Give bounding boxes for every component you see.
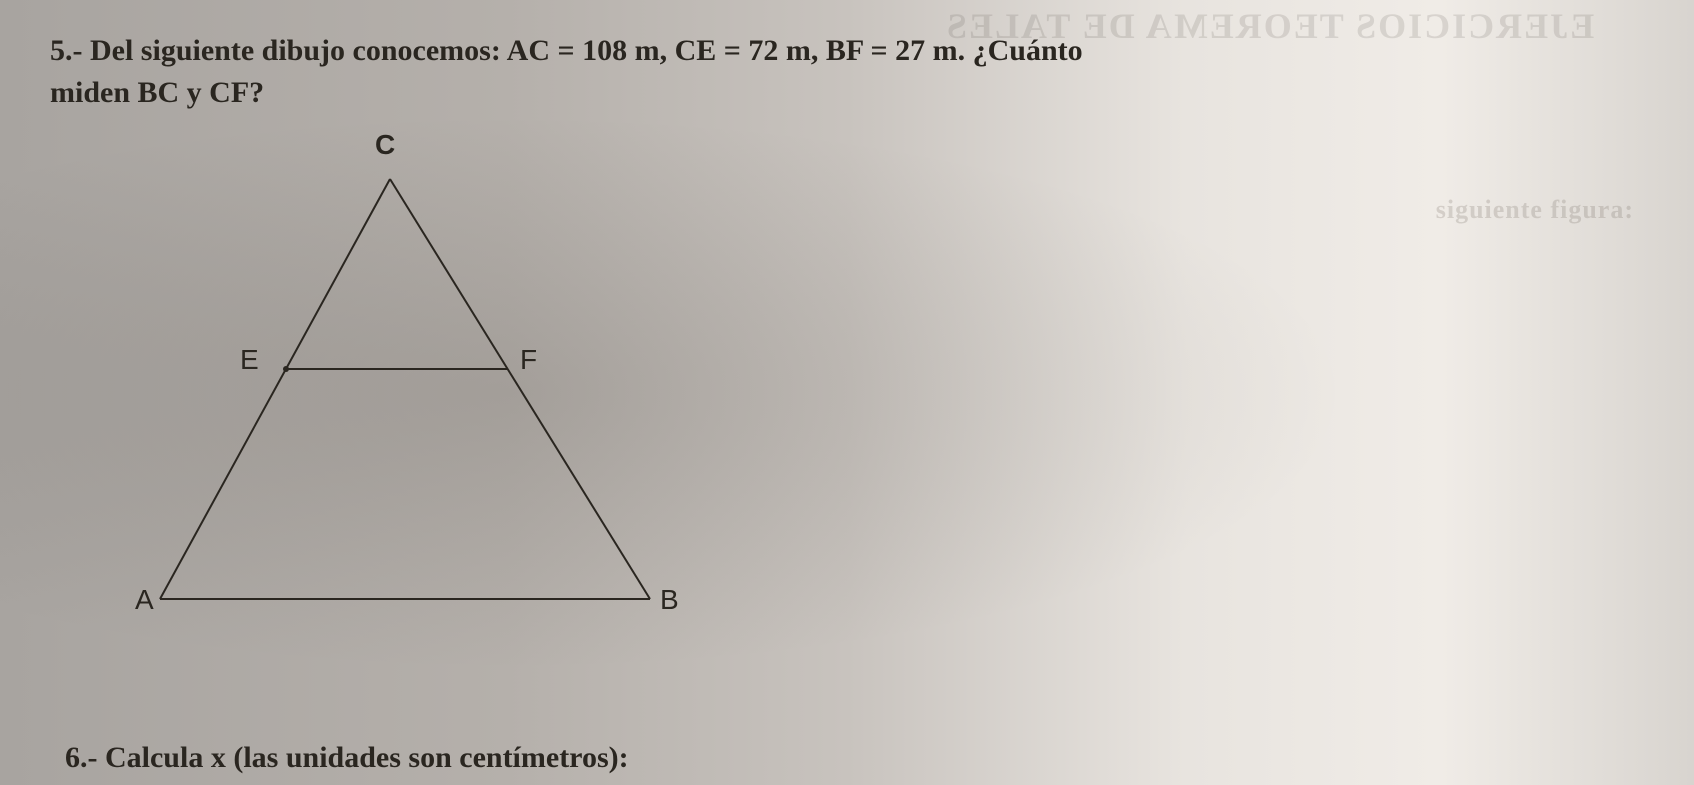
problem-5-line-2: miden BC y CF?: [50, 76, 264, 109]
faded-header-text: EJERCICIOS TEOREMA DE TALES: [945, 5, 1594, 47]
faded-side-text: siguiente figura:: [1436, 195, 1634, 225]
problem-6-text: 6.- Calcula x (las unidades son centímet…: [65, 741, 629, 775]
vertex-label-b: B: [660, 584, 679, 616]
problem-5-line-1: 5.- Del siguiente dibujo conocemos: AC =…: [50, 34, 1083, 67]
vertex-label-a: A: [135, 584, 154, 616]
vertex-label-e: E: [240, 344, 259, 376]
triangle-svg: [100, 129, 700, 629]
triangle-diagram: C E F A B: [100, 129, 700, 629]
page-content: 5.- Del siguiente dibujo conocemos: AC =…: [0, 0, 1694, 659]
vertex-label-f: F: [520, 344, 537, 376]
triangle-side-ca: [160, 179, 390, 599]
triangle-side-cb: [390, 179, 650, 599]
point-e-marker: [283, 366, 289, 372]
vertex-label-c: C: [375, 129, 395, 161]
